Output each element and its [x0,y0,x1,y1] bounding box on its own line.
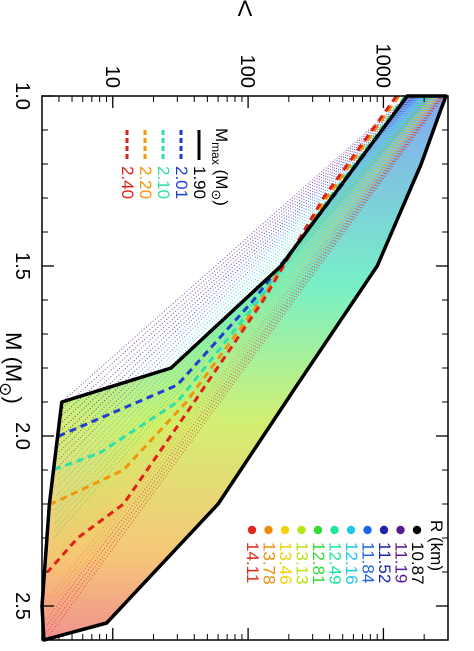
radius-legend-dot [264,525,273,535]
y-axis-label: Λ [238,0,253,21]
radius-legend-dot [346,525,356,535]
model-track [56,96,424,489]
radius-legend-label: 13.13 [293,542,312,585]
mmax-legend-label: 2.20 [136,166,155,199]
y-axis: 10 100 1000 [41,44,449,640]
radius-legend-dot [280,525,290,535]
model-track [59,96,415,439]
radius-legend-label: 12.16 [342,542,361,585]
x-tick-label: 2.0 [11,422,33,450]
model-track [57,96,419,461]
model-track [59,96,414,432]
mmax-legend-label: 2.10 [154,166,173,199]
radius-legend-dot [396,525,405,535]
y-tick-label: 1000 [371,44,393,89]
model-track [55,96,425,497]
radius-legend-label: 12.49 [326,542,345,585]
radius-legend: R (km) 10.8711.1911.5211.8412.1612.4912.… [243,520,446,585]
x-tick-label: 2.5 [11,592,33,620]
model-track [48,96,440,598]
model-track [60,96,413,424]
x-tick-label: 1.0 [11,82,33,110]
radius-legend-dot [379,525,389,535]
series-line [46,96,398,573]
model-track [48,96,441,605]
model-track [46,96,443,626]
model-track [61,96,408,403]
radius-legend-dot [313,525,323,535]
radius-legend-label: 11.84 [359,542,378,583]
model-track [50,96,437,576]
radius-legend-label: 13.46 [276,542,295,585]
mmax-legend: Mmax (M⊙) 1.902.012.102.202.40 [118,128,231,206]
radius-legend-label: 14.11 [243,542,262,583]
mmax-legend-label: 1.90 [190,166,209,199]
radius-legend-dot [363,525,372,535]
model-track [47,96,442,619]
radius-legend-dot [330,525,339,535]
radius-legend-dot [247,525,257,535]
model-band-fill [42,96,446,640]
model-track [54,96,429,518]
mmax-legend-title: Mmax (M⊙) [209,128,231,206]
model-track [45,96,444,634]
x-axis: 1.0 1.5 2.0 2.5 [11,82,448,620]
model-track [52,96,432,540]
x-tick-label: 1.5 [11,252,33,280]
series-line [52,96,407,472]
model-track [45,96,445,640]
radius-legend-dot [297,525,306,535]
model-track [58,96,417,446]
radius-legend-title: R (km) [427,520,446,571]
radius-legend-label: 11.19 [392,542,411,583]
mmax-legend-label: 2.01 [172,166,191,199]
y-tick-label: 10 [101,66,123,88]
radius-legend-label: 11.52 [375,542,394,583]
y-tick-label: 100 [236,55,258,88]
model-track [60,96,411,417]
radius-legend-label: 10.87 [408,542,427,585]
radius-legend-label: 13.78 [260,542,279,585]
mmax-legend-label: 2.40 [118,166,137,199]
model-track [53,96,430,525]
radius-legend-label: 12.81 [309,542,328,585]
x-axis-label: M (M⊙) [0,332,26,404]
radius-legend-dot [412,525,422,535]
